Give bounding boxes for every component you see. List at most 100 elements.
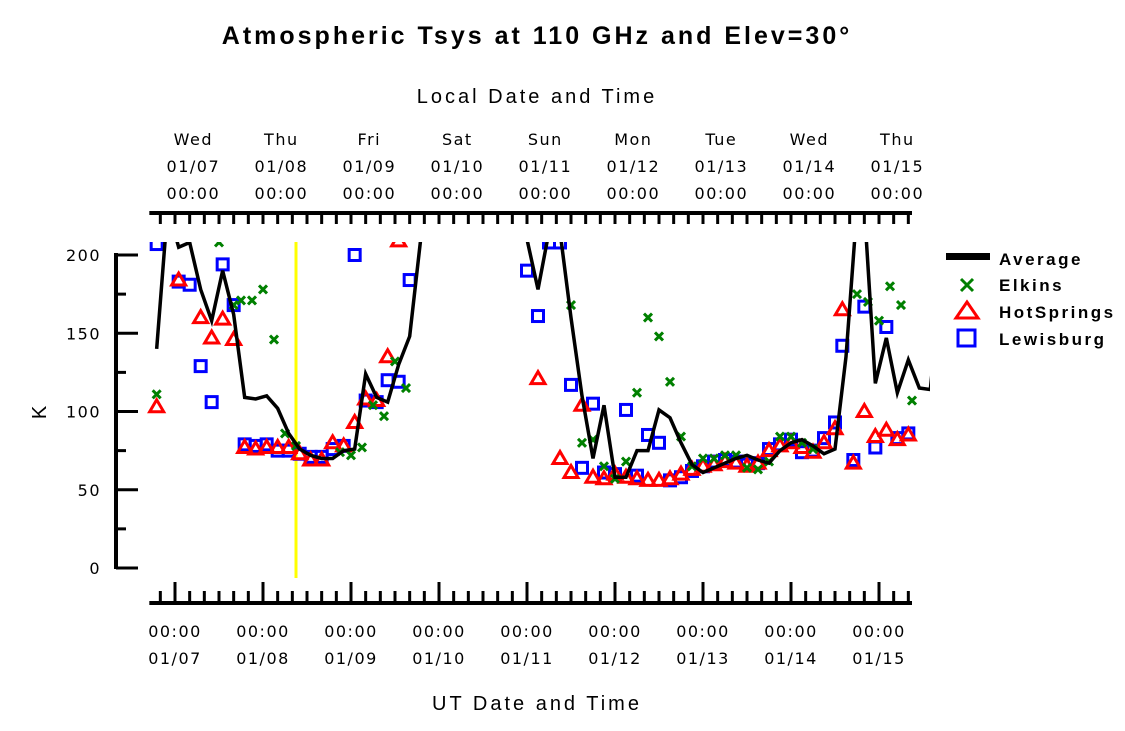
elkins-point (400, 382, 412, 394)
bottom-tick-time: 00:00 (852, 622, 906, 641)
legend-lewisburg-square-icon (956, 328, 977, 348)
x-stroke (895, 300, 907, 311)
top-tick-label: Sun 01/11 00:00 (519, 130, 573, 203)
hotsprings-point (583, 467, 603, 484)
hotsprings-point (202, 327, 222, 345)
elkins-point (213, 242, 225, 248)
lewisburg-point (879, 319, 894, 334)
elkins-point (719, 450, 731, 461)
top-tick-date: 01/07 (167, 157, 221, 176)
top-tick-day: Mon (614, 130, 652, 149)
elkins-point (631, 387, 643, 398)
bottom-tick-time: 00:00 (500, 622, 554, 641)
top-tick-day: Sun (528, 130, 563, 149)
hotsprings-point (726, 453, 746, 470)
x-stroke (631, 387, 643, 398)
hotsprings-point (638, 470, 658, 487)
bottom-tick-label: 00:00 01/15 (852, 622, 906, 668)
top-tick-time: 00:00 (431, 184, 485, 203)
x-stroke (389, 356, 401, 367)
lewisburg-point (652, 435, 666, 450)
elkins-point (895, 300, 907, 311)
y-axis-label: K (29, 403, 51, 419)
x-stroke (257, 284, 269, 295)
bottom-tick-time: 00:00 (676, 622, 730, 641)
hotsprings-point (550, 448, 570, 465)
hotsprings-point (528, 368, 548, 386)
bottom-tick-date: 01/13 (676, 649, 730, 668)
elkins-point (246, 295, 258, 306)
x-stroke (708, 453, 720, 464)
legend-hotsprings-triangle-icon (953, 299, 981, 320)
top-tick-label: Sat 01/10 00:00 (431, 130, 485, 203)
bottom-tick-label: 00:00 01/09 (324, 622, 376, 668)
bottom-tick-date: 01/14 (764, 649, 818, 668)
top-tick-time: 00:00 (607, 184, 661, 203)
hotsprings-point (147, 396, 167, 414)
y-tick-label: 150 (66, 324, 101, 343)
top-tick-day: Tue (704, 130, 737, 149)
bottom-tick-label: 00:00 01/14 (764, 622, 818, 668)
x-stroke (785, 431, 797, 442)
x-stroke (741, 462, 753, 473)
elkins-point (598, 461, 610, 472)
elkins-point (851, 289, 863, 300)
top-tick-date: 01/15 (871, 157, 925, 176)
hotsprings-point (235, 437, 255, 454)
top-tick-date: 01/09 (343, 157, 397, 176)
elkins-point (664, 376, 676, 387)
elkins-point (151, 389, 162, 400)
bottom-tick-time: 00:00 (236, 622, 290, 641)
elkins-point (697, 453, 709, 464)
hotsprings-point (301, 450, 321, 467)
lewisburg-point (215, 257, 230, 272)
chart-title: Atmospheric Tsys at 110 GHz and Elev=30° (222, 22, 852, 50)
y-tick-label: 100 (66, 403, 101, 422)
x-stroke (653, 331, 665, 342)
top-tick-label: Mon 01/12 00:00 (607, 130, 661, 203)
hotsprings-point (814, 432, 834, 450)
top-tick-label: Wed 01/07 00:00 (167, 130, 221, 203)
elkins-point (653, 331, 665, 342)
top-tick-date: 01/08 (255, 157, 309, 176)
elkins-point (708, 453, 720, 464)
x-stroke (576, 437, 588, 448)
elkins-point (873, 315, 885, 326)
hotsprings-point (561, 462, 581, 480)
elkins-point (367, 400, 379, 411)
x-stroke (246, 295, 258, 306)
x-stroke (213, 242, 222, 248)
average-line (154, 242, 423, 461)
x-stroke (664, 376, 676, 387)
lewisburg-point (828, 415, 842, 430)
data-layer (147, 242, 930, 578)
top-tick-label: Thu 01/08 00:00 (255, 130, 309, 203)
x-axis-label: UT Date and Time (432, 693, 642, 715)
top-tick-time: 00:00 (255, 184, 309, 203)
bottom-tick-time: 00:00 (412, 622, 466, 641)
bottom-tick-date: 01/15 (852, 649, 906, 668)
lewisburg-point (817, 431, 831, 446)
elkins-point (268, 334, 280, 345)
bottom-tick-label: 00:00 01/11 (500, 622, 554, 668)
x-stroke (151, 389, 162, 400)
lewisburg-point (586, 396, 600, 411)
top-tick-time: 00:00 (695, 184, 749, 203)
x-stroke (268, 334, 280, 345)
top-tick-label: Tue 01/13 00:00 (695, 130, 749, 203)
top-tick-time: 00:00 (519, 184, 573, 203)
top-tick-time: 00:00 (871, 184, 925, 203)
hotsprings-point (279, 437, 299, 454)
hotsprings-point (876, 420, 896, 437)
legend-average-swatch (946, 253, 990, 260)
hotsprings-point (649, 470, 669, 487)
lewisburg-point (204, 395, 219, 410)
bottom-tick-label: 00:00 01/12 (588, 622, 640, 668)
x-stroke (884, 281, 896, 292)
x-stroke (400, 382, 412, 394)
bottom-tick-time: 00:00 (764, 622, 818, 641)
hotsprings-point (832, 299, 852, 317)
hotsprings-point (378, 346, 398, 364)
hotsprings-point (257, 437, 277, 454)
